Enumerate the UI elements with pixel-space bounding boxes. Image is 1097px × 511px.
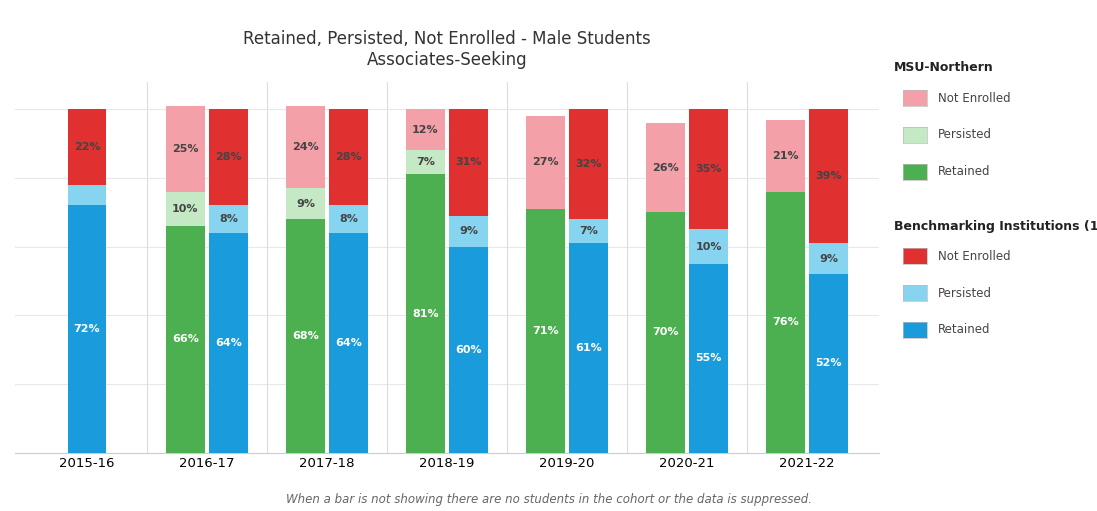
- Title: Retained, Persisted, Not Enrolled - Male Students
Associates-Seeking: Retained, Persisted, Not Enrolled - Male…: [244, 30, 651, 69]
- Text: 61%: 61%: [575, 343, 602, 353]
- Text: Benchmarking Institutions (19): Benchmarking Institutions (19): [894, 220, 1097, 233]
- Bar: [646, 123, 685, 212]
- Text: Persisted: Persisted: [938, 287, 992, 299]
- Text: 26%: 26%: [652, 162, 679, 173]
- Bar: [689, 264, 727, 453]
- Bar: [68, 185, 106, 205]
- Text: 64%: 64%: [336, 338, 362, 347]
- Bar: [646, 212, 685, 453]
- Text: 27%: 27%: [532, 157, 558, 168]
- Bar: [689, 109, 727, 229]
- Bar: [450, 216, 488, 247]
- Text: 52%: 52%: [815, 358, 841, 368]
- Text: 22%: 22%: [73, 142, 100, 152]
- Bar: [406, 109, 444, 150]
- Bar: [810, 243, 848, 274]
- Text: 7%: 7%: [416, 157, 434, 168]
- Text: MSU-Northern: MSU-Northern: [894, 61, 994, 74]
- Bar: [569, 219, 608, 243]
- Text: 21%: 21%: [772, 151, 799, 160]
- Text: 39%: 39%: [815, 171, 842, 181]
- Bar: [406, 174, 444, 453]
- Bar: [167, 106, 205, 192]
- Text: 9%: 9%: [460, 226, 478, 236]
- Bar: [167, 192, 205, 226]
- Text: When a bar is not showing there are no students in the cohort or the data is sup: When a bar is not showing there are no s…: [285, 493, 812, 506]
- Bar: [569, 109, 608, 219]
- Text: 10%: 10%: [172, 204, 199, 214]
- Text: 66%: 66%: [172, 334, 199, 344]
- Bar: [329, 109, 367, 205]
- Bar: [68, 109, 106, 185]
- Bar: [286, 188, 325, 219]
- Bar: [527, 116, 565, 209]
- Bar: [329, 233, 367, 453]
- Bar: [569, 243, 608, 453]
- Text: 55%: 55%: [695, 353, 722, 363]
- Text: Retained: Retained: [938, 165, 991, 178]
- Bar: [329, 205, 367, 233]
- Text: 31%: 31%: [455, 157, 482, 168]
- Bar: [167, 226, 205, 453]
- Text: Not Enrolled: Not Enrolled: [938, 250, 1010, 263]
- Bar: [406, 150, 444, 174]
- Text: 25%: 25%: [172, 144, 199, 154]
- Text: 8%: 8%: [339, 214, 358, 224]
- Bar: [210, 205, 248, 233]
- Bar: [68, 205, 106, 453]
- Text: 10%: 10%: [695, 242, 722, 251]
- Text: 28%: 28%: [336, 152, 362, 162]
- Text: 8%: 8%: [219, 214, 238, 224]
- Text: 64%: 64%: [215, 338, 242, 347]
- Bar: [689, 229, 727, 264]
- Text: 32%: 32%: [576, 159, 602, 169]
- Text: 76%: 76%: [772, 317, 799, 327]
- Text: Persisted: Persisted: [938, 128, 992, 142]
- Text: 60%: 60%: [455, 344, 482, 355]
- Text: 72%: 72%: [73, 324, 100, 334]
- Text: 9%: 9%: [296, 199, 315, 208]
- Text: 12%: 12%: [412, 125, 439, 135]
- Text: Retained: Retained: [938, 323, 991, 336]
- Text: 7%: 7%: [579, 226, 598, 236]
- Text: 70%: 70%: [653, 328, 679, 337]
- Bar: [286, 106, 325, 188]
- Text: 81%: 81%: [412, 309, 439, 318]
- Bar: [766, 192, 805, 453]
- Bar: [450, 247, 488, 453]
- Text: 71%: 71%: [532, 326, 558, 336]
- Text: 28%: 28%: [215, 152, 242, 162]
- Text: Not Enrolled: Not Enrolled: [938, 91, 1010, 105]
- Text: 35%: 35%: [695, 165, 722, 174]
- Bar: [527, 209, 565, 453]
- Text: 68%: 68%: [292, 331, 319, 341]
- Bar: [450, 109, 488, 216]
- Text: 9%: 9%: [819, 253, 838, 264]
- Bar: [210, 233, 248, 453]
- Text: 24%: 24%: [292, 142, 319, 152]
- Bar: [810, 274, 848, 453]
- Bar: [810, 109, 848, 243]
- Bar: [766, 120, 805, 192]
- Bar: [286, 219, 325, 453]
- Bar: [210, 109, 248, 205]
